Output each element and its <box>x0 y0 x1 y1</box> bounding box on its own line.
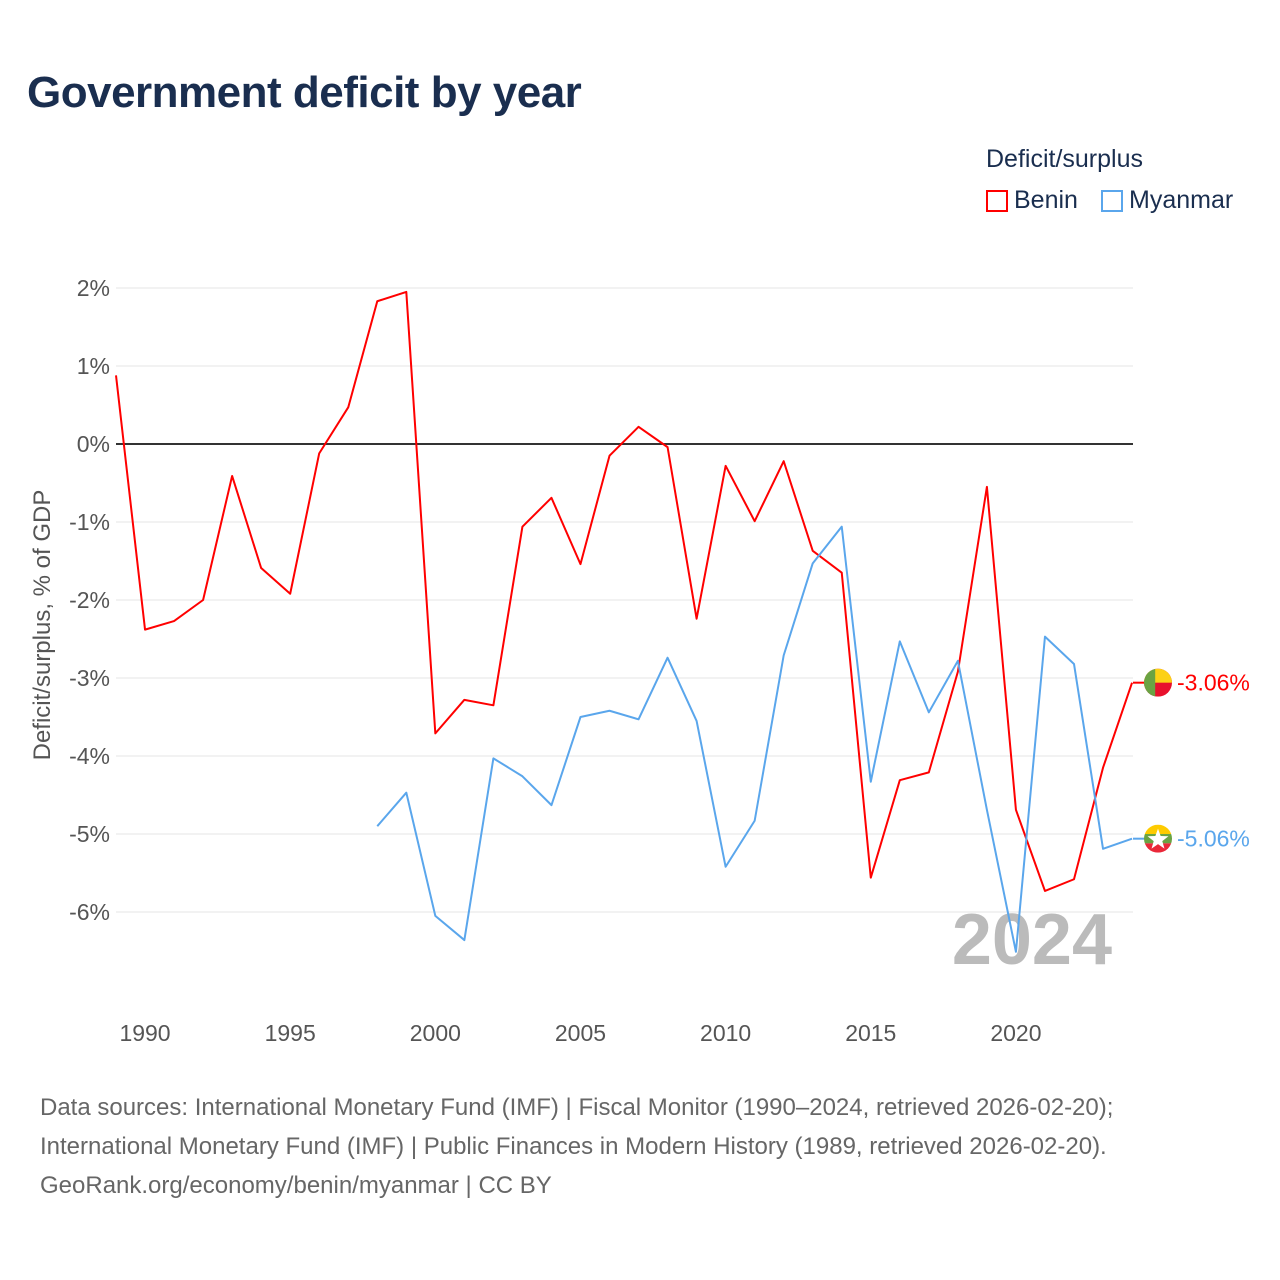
end-label-myanmar: -5.06% <box>1177 826 1250 852</box>
x-tick-label: 1995 <box>265 1020 316 1046</box>
legend-item-myanmar[interactable]: Myanmar <box>1101 186 1233 215</box>
legend-label-benin: Benin <box>1014 186 1078 214</box>
y-tick-label: -6% <box>69 899 110 925</box>
y-tick-label: -2% <box>69 587 110 613</box>
legend-label-myanmar: Myanmar <box>1129 186 1234 214</box>
x-tick-label: 2015 <box>845 1020 896 1046</box>
source-line-3[interactable]: GeoRank.org/economy/benin/myanmar | CC B… <box>40 1172 552 1199</box>
flag-benin-icon <box>1144 668 1172 697</box>
x-tick-label: 1990 <box>119 1020 170 1046</box>
y-tick-label: -5% <box>69 821 110 847</box>
end-label-benin: -3.06% <box>1177 670 1250 696</box>
y-tick-label: -3% <box>69 665 110 691</box>
flag-myanmar-icon <box>1144 824 1172 853</box>
y-axis-label: Deficit/surplus, % of GDP <box>29 490 56 761</box>
legend-item-benin[interactable]: Benin <box>986 186 1078 215</box>
y-tick-label: -4% <box>69 743 110 769</box>
year-watermark: 2024 <box>952 900 1112 980</box>
legend-title: Deficit/surplus <box>986 145 1143 173</box>
x-tick-label: 2005 <box>555 1020 606 1046</box>
chart-title: Government deficit by year <box>27 68 582 117</box>
source-line-2: International Monetary Fund (IMF) | Publ… <box>40 1133 1107 1160</box>
series-line-myanmar[interactable] <box>376 525 1133 953</box>
footer-sources: Data sources: International Monetary Fun… <box>40 1088 1113 1205</box>
legend-swatch-myanmar <box>1101 189 1123 212</box>
y-tick-label: 2% <box>77 275 110 301</box>
y-tick-label: 0% <box>77 431 110 457</box>
source-line-1: Data sources: International Monetary Fun… <box>40 1094 1114 1121</box>
x-tick-label: 2010 <box>700 1020 751 1046</box>
y-tick-label: -1% <box>69 509 110 535</box>
line-chart: Deficit/surplus, % of GDP 2024 2% 1% 0% -1%… <box>29 275 1250 1046</box>
legend-swatch-benin <box>986 189 1008 212</box>
series-line-benin[interactable] <box>115 290 1133 892</box>
x-tick-label: 2020 <box>990 1020 1041 1046</box>
x-tick-label: 2000 <box>410 1020 461 1046</box>
y-tick-label: 1% <box>77 353 110 379</box>
